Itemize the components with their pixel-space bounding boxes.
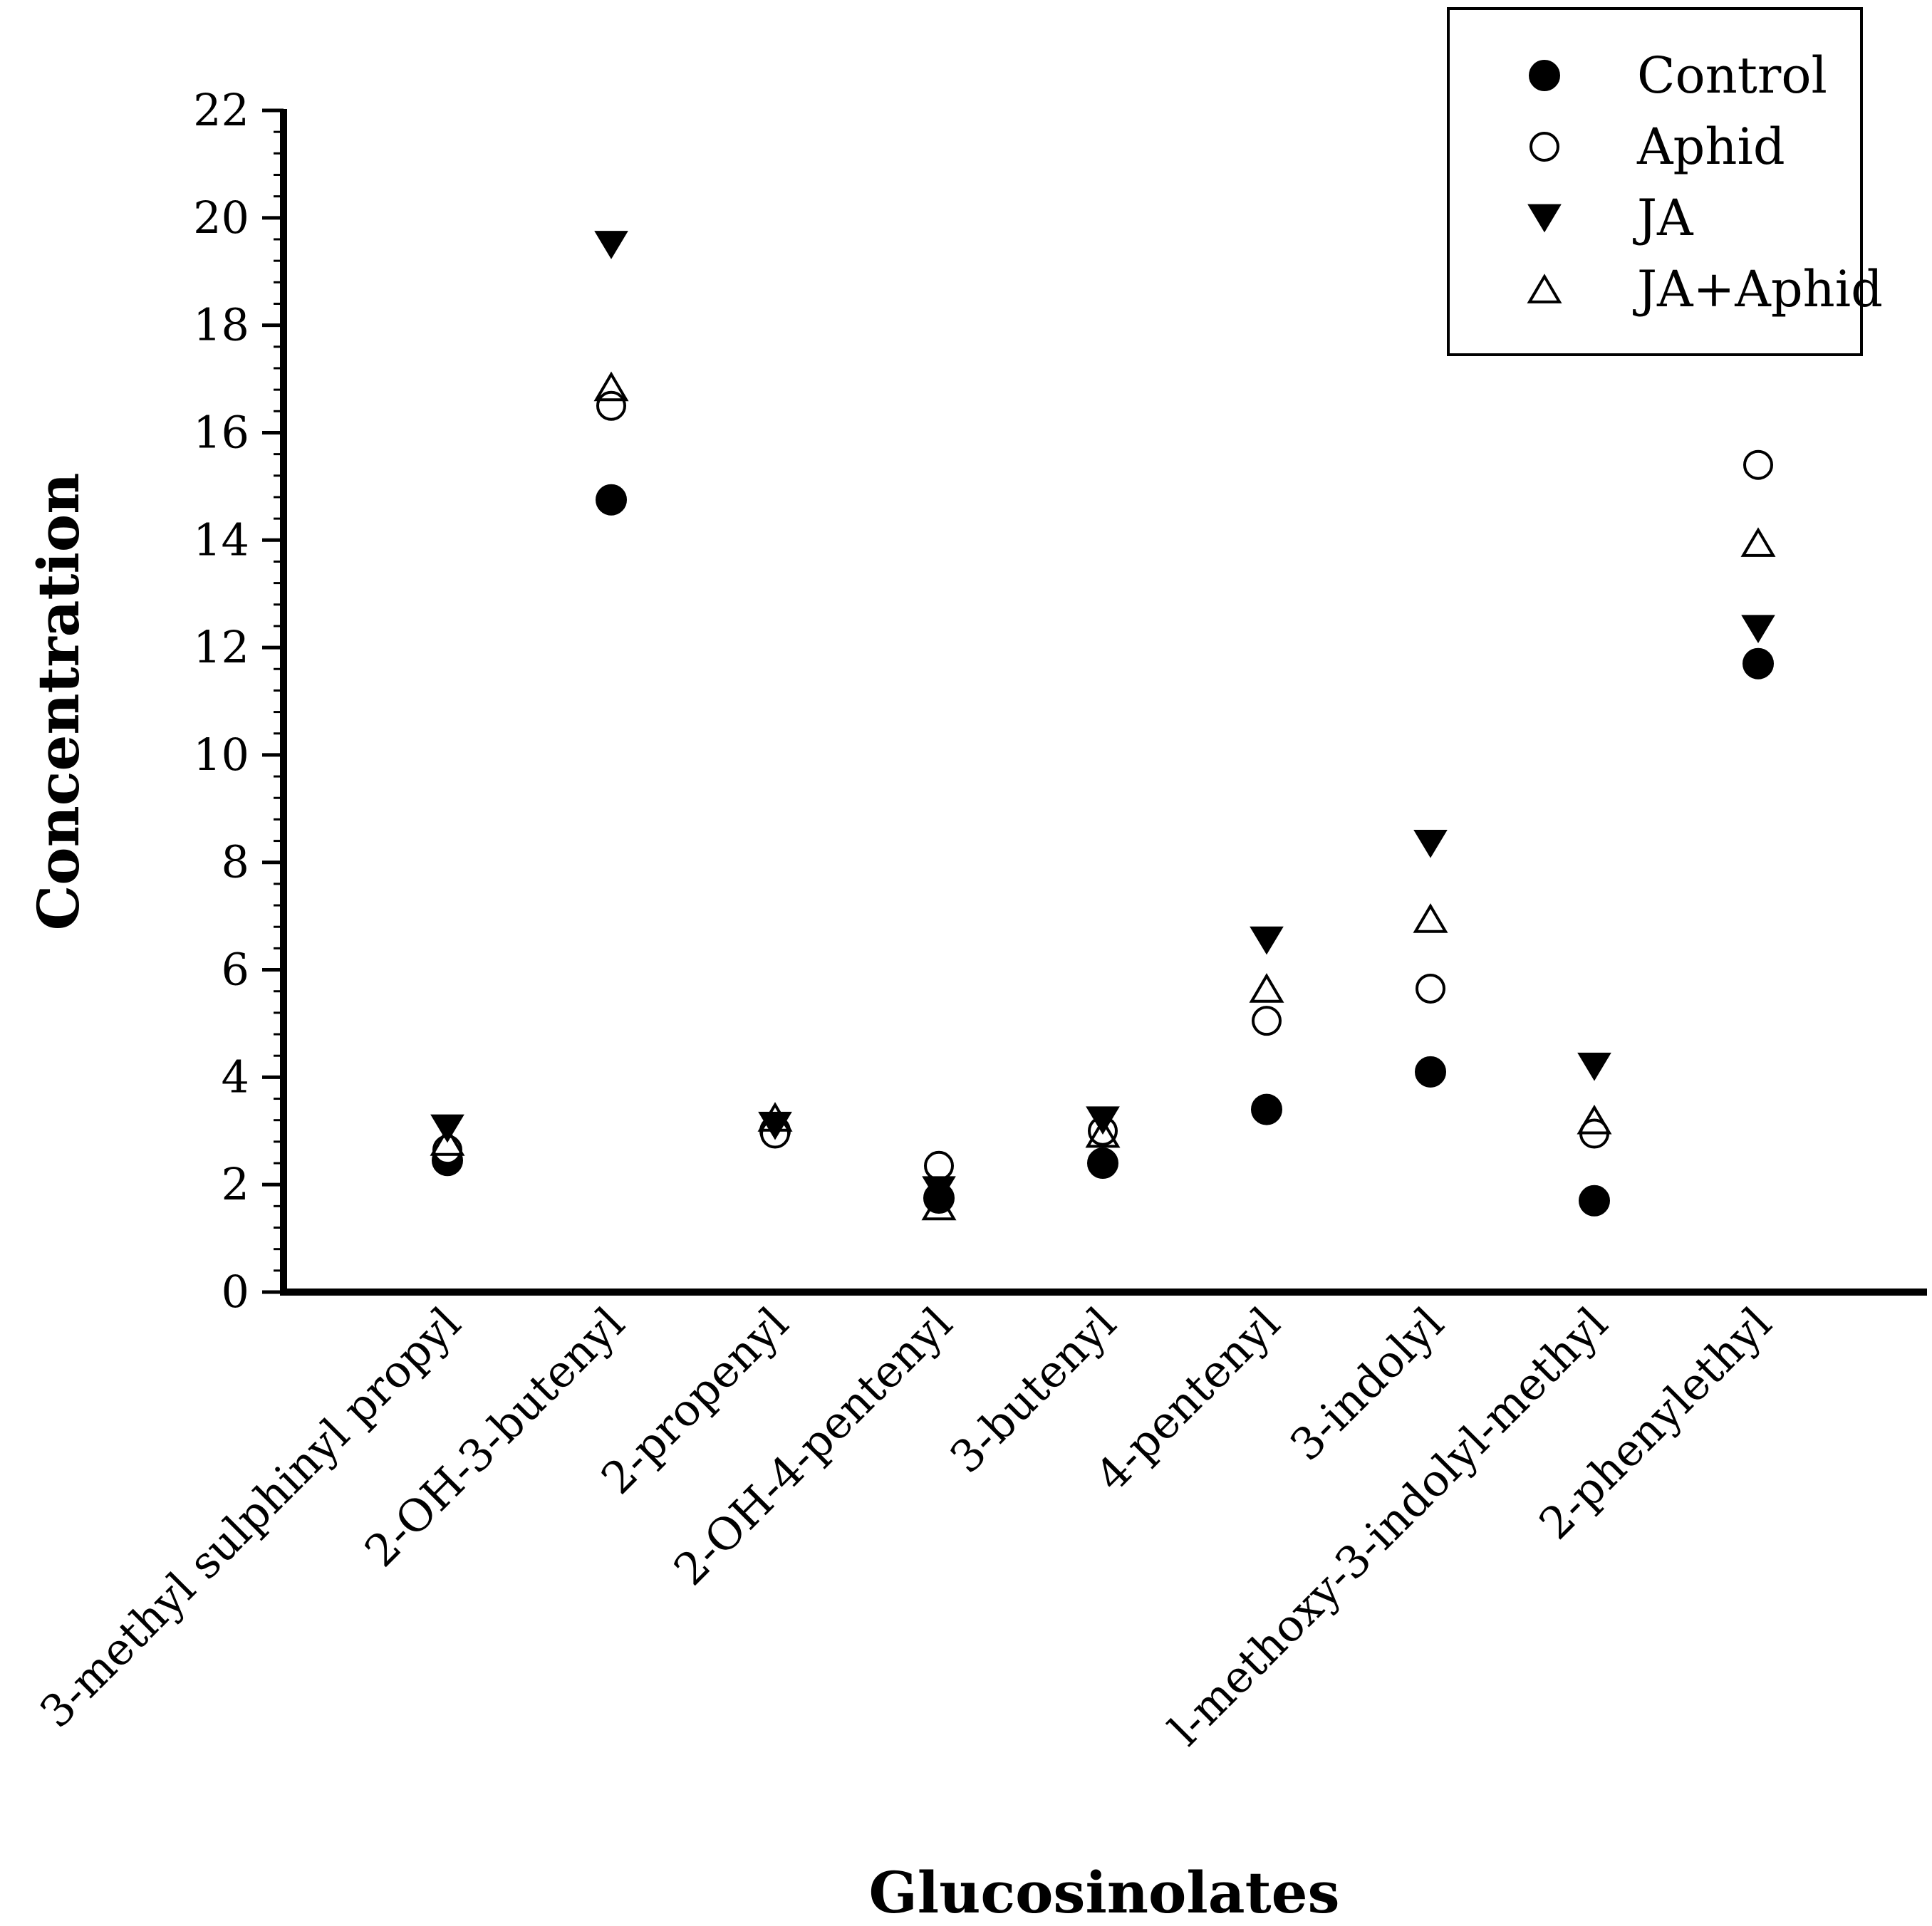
x-axis-title: Glucosinolates xyxy=(868,1859,1339,1926)
legend-label-control: Control xyxy=(1637,46,1827,105)
y-tick-label: 2 xyxy=(222,1158,249,1210)
data-point-aphid xyxy=(1252,1006,1282,1036)
data-point-control xyxy=(1087,1147,1118,1180)
data-point-ja-aphid xyxy=(757,1102,793,1132)
data-point-ja xyxy=(1577,1052,1611,1081)
data-point-ja xyxy=(1250,926,1284,955)
y-tick-label: 0 xyxy=(222,1266,249,1318)
y-tick-label: 16 xyxy=(193,406,249,458)
data-point-control xyxy=(1743,647,1774,680)
data-point-control xyxy=(596,484,627,516)
data-point-aphid xyxy=(924,1150,954,1181)
data-point-ja-aphid xyxy=(1085,1118,1121,1148)
legend-label-aphid: Aphid xyxy=(1636,118,1785,176)
data-point-ja xyxy=(1741,615,1775,644)
legend-markers xyxy=(1527,60,1562,303)
y-tick-label: 14 xyxy=(193,514,249,566)
legend-marker-control xyxy=(1529,60,1560,91)
data-point-control xyxy=(1415,1056,1446,1088)
y-tick-label: 8 xyxy=(222,836,249,888)
y-tick-label: 6 xyxy=(222,944,249,996)
y-tick-label: 20 xyxy=(193,192,249,244)
data-point-ja-aphid xyxy=(1577,1104,1612,1135)
data-point-aphid xyxy=(1416,973,1445,1004)
y-axis-title: Concentration xyxy=(25,473,92,931)
y-tick-label: 4 xyxy=(222,1051,249,1103)
y-tick-label: 12 xyxy=(193,621,249,673)
data-point-ja xyxy=(594,231,628,259)
legend-marker-ja xyxy=(1527,204,1562,233)
data-point-ja-aphid xyxy=(1249,973,1284,1003)
legend-label-ja-aphid: JA+Aphid xyxy=(1633,260,1883,318)
data-point-ja-aphid xyxy=(593,371,629,402)
data-point-ja-aphid xyxy=(921,1190,957,1221)
legend: Control Aphid JA JA+Aphid xyxy=(1447,7,1883,356)
y-tick-label: 10 xyxy=(193,729,249,781)
data-point-ja xyxy=(922,1176,956,1205)
y-tick-label: 18 xyxy=(193,299,249,351)
legend-marker-ja-aphid xyxy=(1527,274,1562,303)
data-point-aphid xyxy=(596,390,626,421)
data-point-ja-aphid xyxy=(430,1126,465,1156)
y-tick-label: 22 xyxy=(193,84,249,136)
y-ticks: 0 2 4 6 8 10 12 14 16 18 20 22 xyxy=(193,84,284,1318)
data-point-ja xyxy=(1413,829,1448,858)
data-point-aphid xyxy=(1743,449,1773,480)
data-points xyxy=(430,231,1776,1221)
legend-box xyxy=(1447,7,1863,356)
legend-label-ja: JA xyxy=(1633,189,1694,247)
data-point-control xyxy=(1579,1185,1610,1217)
axes xyxy=(280,109,1927,1296)
data-point-ja-aphid xyxy=(1740,527,1776,557)
data-point-ja-aphid xyxy=(1413,903,1448,933)
data-point-control xyxy=(1251,1093,1282,1125)
legend-marker-aphid xyxy=(1530,132,1559,162)
